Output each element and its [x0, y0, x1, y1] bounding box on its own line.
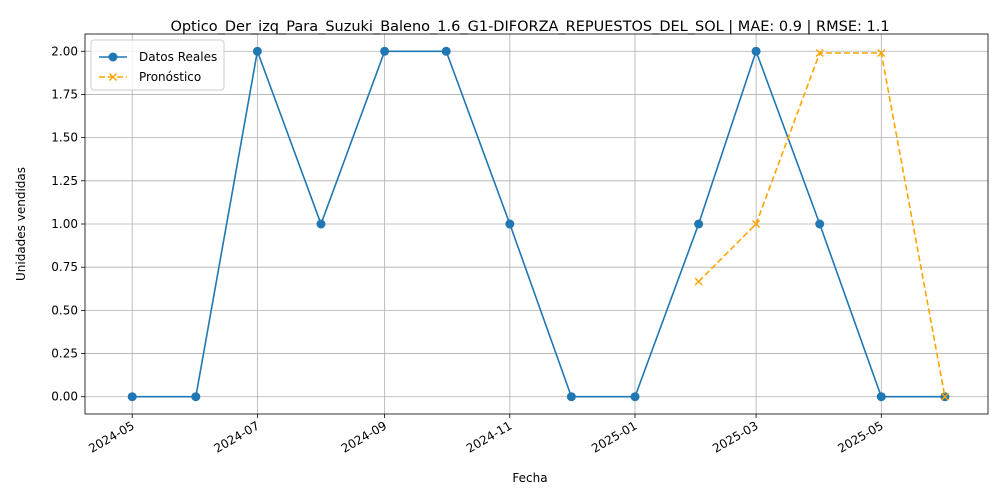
series-line	[132, 48, 945, 398]
grid-lines	[85, 34, 988, 414]
legend-label: Datos Reales	[139, 50, 217, 64]
data-point	[694, 277, 703, 286]
data-point	[694, 219, 704, 229]
series-layer	[127, 46, 950, 402]
legend-marker	[108, 72, 118, 82]
data-point	[252, 46, 262, 56]
y-tick-label: 1.25	[51, 174, 78, 188]
legend-box	[90, 39, 225, 91]
data-point	[441, 46, 451, 56]
y-tick-label: 2.00	[51, 44, 78, 58]
data-point	[505, 219, 515, 229]
data-point	[877, 48, 886, 58]
x-tick-label: 2024-11	[464, 418, 514, 455]
y-axis: 0.00 0.25 0.50 0.75 1.00 1.25 1.50 1.75 2.00	[51, 44, 85, 404]
legend-label: Pronóstico	[139, 70, 201, 84]
y-tick-label: 0.50	[51, 303, 78, 317]
data-point	[815, 219, 825, 229]
data-point	[940, 392, 949, 401]
y-tick-label: 1.50	[51, 131, 78, 145]
y-axis-label: Unidades vendidas	[14, 167, 28, 281]
data-point	[191, 392, 201, 402]
x-tick-label: 2025-01	[589, 418, 639, 455]
x-tick-label: 2024-09	[339, 418, 389, 455]
y-tick-label: 1.75	[51, 87, 78, 101]
y-tick-label: 0.25	[51, 347, 78, 361]
legend-marker	[108, 52, 118, 62]
data-point	[380, 46, 390, 56]
x-axis-label: Fecha	[512, 471, 547, 485]
x-tick-label: 2024-05	[86, 418, 136, 455]
y-tick-label: 0.00	[51, 390, 78, 404]
y-tick-label: 1.00	[51, 217, 78, 231]
data-point	[316, 219, 326, 229]
data-point	[630, 392, 640, 402]
x-tick-label: 2025-05	[835, 418, 885, 455]
data-point	[127, 392, 137, 402]
data-point	[876, 392, 886, 402]
data-point	[815, 48, 824, 58]
data-point	[751, 46, 761, 56]
legend-item: Datos Reales	[99, 50, 217, 64]
legend-item: Pronóstico	[99, 70, 201, 84]
chart-title: Optico_Der_izq_Para_Suzuki_Baleno_1.6_G1…	[170, 19, 889, 35]
series-forecast	[694, 48, 949, 401]
y-tick-label: 0.75	[51, 260, 78, 274]
data-point	[566, 392, 576, 402]
data-point	[752, 219, 761, 229]
x-tick-label: 2025-03	[710, 418, 760, 455]
x-tick-label: 2024-07	[211, 418, 261, 455]
x-axis: 2024-05 2024-07 2024-09 2024-11 2025-01 2025-…	[86, 414, 886, 456]
legend: Datos Reales Pronóstico	[90, 39, 225, 91]
